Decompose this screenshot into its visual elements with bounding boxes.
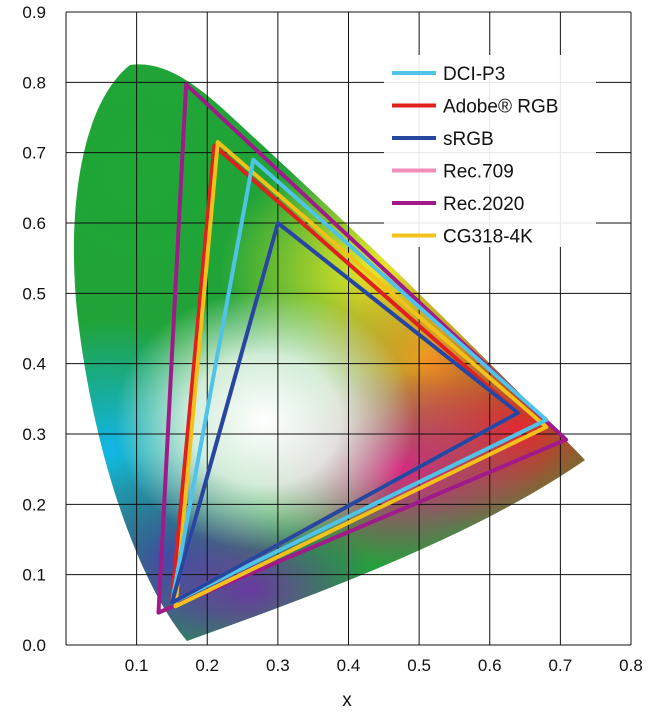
x-tick-label: 0.7 — [549, 656, 573, 675]
legend: DCI-P3 Adobe® RGB sRGB Rec.709 Rec.2020 CG318… — [384, 55, 596, 248]
y-tick-label: 0.5 — [22, 284, 46, 303]
x-tick-label: 0.2 — [195, 656, 219, 675]
y-tick-label: 0.2 — [22, 495, 46, 514]
y-tick-label: 0.7 — [22, 144, 46, 163]
x-tick-labels: 0.1 0.2 0.3 0.4 0.5 0.6 0.7 0.8 — [125, 656, 643, 675]
legend-label-srgb: sRGB — [443, 129, 494, 150]
y-tick-label: 0.6 — [22, 214, 46, 233]
legend-label-dci-p3: DCI-P3 — [443, 64, 505, 85]
x-tick-label: 0.4 — [337, 656, 361, 675]
gamut-triangle-dci-p3 — [169, 157, 549, 605]
gamut-triangles — [156, 82, 568, 615]
gamut-triangle-cg318-4k — [173, 140, 549, 609]
x-tick-label: 0.3 — [266, 656, 290, 675]
y-tick-label: 0.0 — [22, 636, 46, 655]
y-tick-labels: 0.0 0.1 0.2 0.3 0.4 0.5 0.6 0.7 0.8 0.9 — [22, 3, 46, 655]
legend-label-cg318-4k: CG318-4K — [443, 227, 533, 248]
x-tick-label: 0.6 — [478, 656, 502, 675]
legend-label-rec-709: Rec.709 — [443, 162, 514, 183]
y-tick-label: 0.8 — [22, 73, 46, 92]
y-tick-label: 0.4 — [22, 355, 46, 374]
x-tick-label: 0.5 — [407, 656, 431, 675]
legend-box — [384, 55, 596, 247]
x-axis-label: x — [342, 690, 352, 711]
x-tick-label: 0.1 — [125, 656, 149, 675]
y-tick-label: 0.3 — [22, 425, 46, 444]
y-tick-label: 0.1 — [22, 566, 46, 585]
legend-label-adobe-rgb: Adobe® RGB — [443, 97, 558, 118]
y-tick-label: 0.9 — [22, 3, 46, 22]
gamut-triangle-srgb — [169, 221, 520, 605]
gamut-triangle-rec-2020 — [156, 82, 568, 615]
x-tick-label: 0.8 — [619, 656, 643, 675]
legend-label-rec-2020: Rec.2020 — [443, 194, 524, 215]
